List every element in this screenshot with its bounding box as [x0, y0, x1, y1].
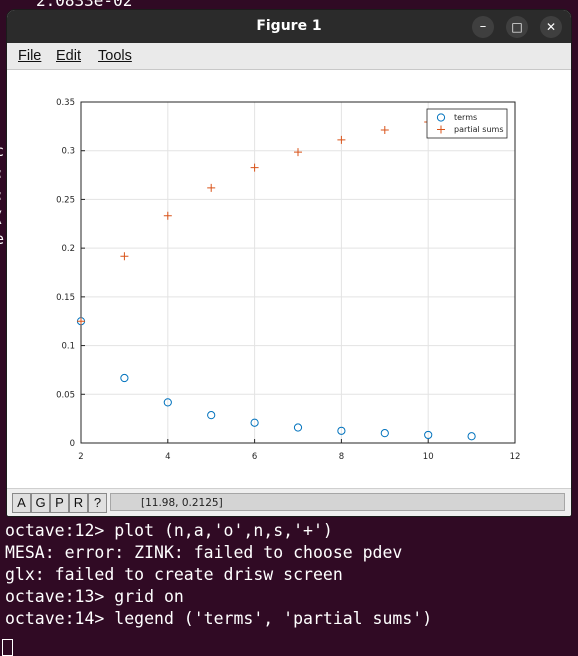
terms-point — [120, 373, 129, 383]
terminal-line: glx: failed to create drisw screen — [5, 565, 343, 584]
terminal-partial-output: 2.0833e-02 — [0, 0, 578, 10]
x-tick-label: 2 — [78, 452, 83, 462]
terms-point — [250, 418, 259, 427]
autoscale-button[interactable]: A — [12, 493, 31, 513]
y-tick-label: 0.3 — [61, 147, 75, 157]
coordinate-readout: [11.98, 0.2125] — [110, 493, 565, 511]
menu-tools[interactable]: Tools — [98, 43, 132, 69]
terms-point — [467, 432, 476, 441]
y-tick-label: 0.25 — [56, 195, 75, 205]
grid-button[interactable]: G — [31, 493, 50, 513]
maximize-button[interactable]: □ — [506, 16, 528, 38]
partial-sums-point — [337, 135, 346, 144]
partial-sums-point — [380, 126, 389, 135]
menu-tools-label: Tools — [98, 48, 132, 64]
x-tick-label: 4 — [165, 452, 170, 462]
x-tick-label: 10 — [423, 452, 434, 462]
x-tick-label: 6 — [252, 452, 257, 462]
menu-edit-label: Edit — [56, 48, 81, 64]
x-tick-label: 8 — [339, 452, 344, 462]
terminal-left-fragments: c : : ( e — [0, 140, 10, 260]
terminal-top-text: 2.0833e-02 — [36, 0, 133, 10]
y-tick-label: 0.1 — [61, 342, 75, 352]
legend-partial-sums-marker — [437, 125, 445, 134]
terms-point — [293, 423, 303, 432]
partial-sums-point — [294, 148, 302, 157]
terminal-line: MESA: error: ZINK: failed to choose pdev — [5, 543, 403, 562]
menu-file-label: File — [18, 48, 42, 64]
menu-file[interactable]: File — [18, 43, 41, 69]
y-tick-label: 0.35 — [56, 98, 75, 108]
terms-point — [207, 411, 216, 420]
terminal-fragment: : — [0, 184, 10, 206]
plot-axes-box — [80, 101, 516, 444]
menu-bar: File Edit Tools — [7, 43, 571, 70]
close-button[interactable]: ✕ — [540, 16, 562, 38]
legend-partial-sums-label: partial sums — [454, 125, 504, 134]
window-title: Figure 1 — [256, 18, 322, 34]
terminal-fragment: : — [0, 162, 10, 184]
terminal-cursor — [2, 639, 13, 656]
terminal-line: octave:14> legend ('terms', 'partial sum… — [5, 609, 433, 628]
terms-point — [380, 429, 389, 438]
terminal-output[interactable]: octave:12> plot (n,a,'o',n,s,'+') MESA: … — [2, 520, 433, 656]
title-bar[interactable]: Figure 1 – □ ✕ — [7, 10, 571, 43]
terminal-fragment: e — [0, 228, 10, 250]
x-tick-label: 12 — [510, 452, 521, 462]
status-toolbar: A G P R ? [11.98, 0.2125] — [7, 488, 571, 516]
y-tick-label: 0 — [70, 439, 75, 449]
partial-sums-point — [163, 211, 172, 220]
terminal-line: octave:13> grid on — [5, 587, 184, 606]
figure-window: Figure 1 – □ ✕ File Edit Tools 2 4 6 8 10 12 0… — [7, 10, 571, 516]
partial-sums-point — [77, 317, 85, 326]
partial-sums-point — [250, 163, 259, 172]
help-button[interactable]: ? — [88, 493, 107, 513]
terms-point — [337, 426, 346, 435]
terminal-fragment: c — [0, 140, 10, 162]
plot-canvas[interactable]: 2 4 6 8 10 12 0 0.05 0.1 0.15 0.2 0.25 0.3 0.35 terms p… — [7, 70, 571, 488]
legend-terms-label: terms — [454, 113, 477, 122]
menu-edit[interactable]: Edit — [56, 43, 81, 69]
terms-point — [163, 398, 172, 407]
terminal-line: octave:12> plot (n,a,'o',n,s,'+') — [5, 521, 333, 540]
partial-sums-point — [207, 183, 216, 192]
y-tick-label: 0.15 — [56, 293, 75, 303]
rotate-button[interactable]: R — [69, 493, 88, 513]
partial-sums-point — [120, 252, 129, 261]
pan-button[interactable]: P — [50, 493, 69, 513]
legend-terms-marker — [436, 113, 446, 122]
terminal-fragment: ( — [0, 206, 10, 228]
minimize-button[interactable]: – — [472, 16, 494, 38]
y-tick-label: 0.2 — [61, 244, 75, 254]
terms-point — [424, 430, 433, 440]
plot-axes-background — [81, 102, 515, 443]
y-tick-label: 0.05 — [56, 390, 75, 400]
scatter-chart: 2 4 6 8 10 12 0 0.05 0.1 0.15 0.2 0.25 0.3 0.35 terms p… — [56, 98, 521, 462]
